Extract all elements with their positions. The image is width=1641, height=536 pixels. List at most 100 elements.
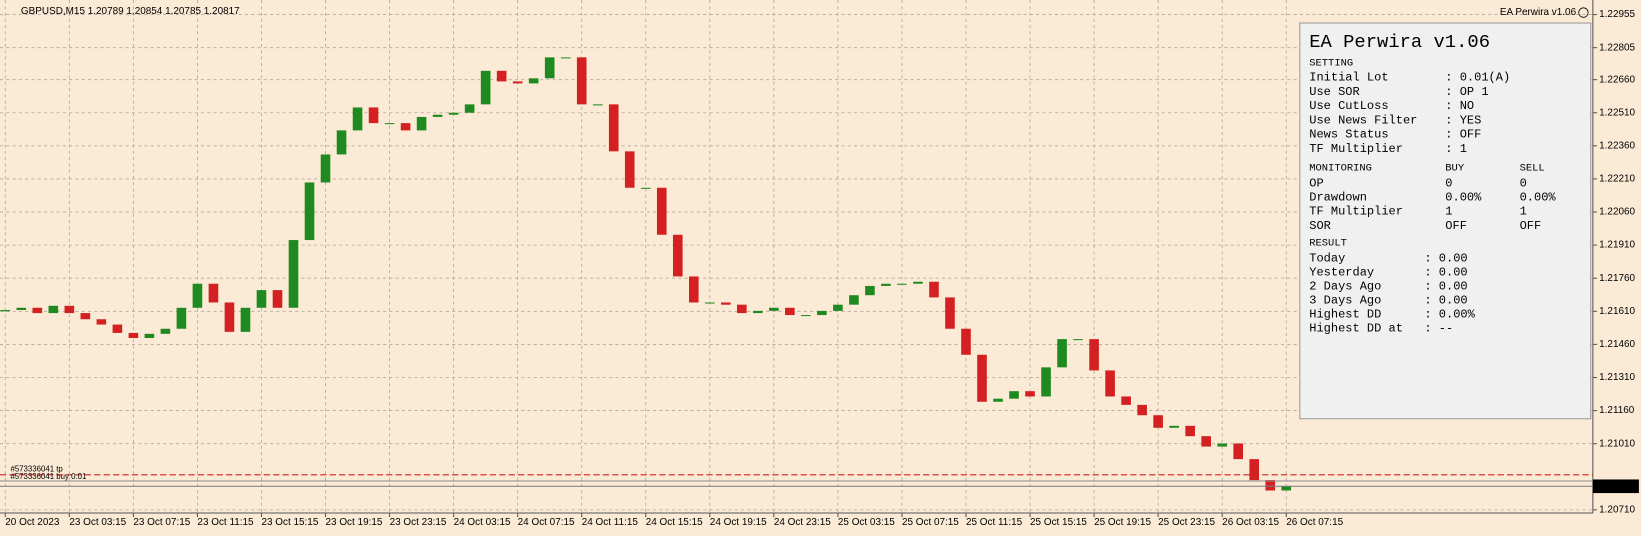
panel-cell: 2 Days Ago <box>1309 280 1381 294</box>
candle-body <box>977 354 987 402</box>
candle-body <box>512 81 523 84</box>
y-tick-label: 1.21010 <box>1599 438 1635 449</box>
x-tick-label: 23 Oct 19:15 <box>326 517 383 528</box>
candle-body <box>1169 425 1179 428</box>
candle-body <box>865 285 875 296</box>
candle-body <box>192 283 203 308</box>
candle-body <box>1281 486 1292 491</box>
candle-body <box>272 290 283 308</box>
x-tick-label: 25 Oct 15:15 <box>1030 517 1087 528</box>
x-tick-label: 25 Oct 23:15 <box>1158 517 1215 528</box>
candle-body <box>688 276 699 303</box>
candle-body <box>833 304 843 311</box>
candle-body <box>929 281 939 298</box>
x-tick-label: 23 Oct 15:15 <box>261 517 318 528</box>
panel-cell: Yesterday <box>1309 266 1374 280</box>
candle-body <box>368 107 379 124</box>
candle-body <box>1153 415 1163 428</box>
candle-body <box>608 104 619 152</box>
candle-body <box>544 57 555 79</box>
candle-body <box>961 328 971 355</box>
panel-cell: News Status <box>1309 128 1388 142</box>
candle-body <box>208 283 219 303</box>
panel-cell: TF Multiplier <box>1309 205 1403 219</box>
panel-cell: 0 <box>1445 176 1452 190</box>
y-tick-label: 1.21310 <box>1599 372 1635 383</box>
panel-cell: : -- <box>1424 321 1453 335</box>
ea-smiley <box>1578 7 1589 18</box>
ea-panel <box>1299 22 1592 420</box>
y-tick-label: 1.22210 <box>1599 174 1635 185</box>
x-tick-label: 25 Oct 19:15 <box>1094 517 1151 528</box>
candle-body <box>128 332 139 339</box>
candle-body <box>528 78 539 84</box>
candle-body <box>801 315 811 317</box>
candle-body <box>993 398 1003 402</box>
y-tick-label: 1.21910 <box>1599 240 1635 251</box>
candle-body <box>80 313 91 320</box>
x-tick-label: 24 Oct 15:15 <box>646 517 703 528</box>
candle-body <box>1025 391 1035 397</box>
panel-cell: TF Multiplier <box>1309 142 1403 156</box>
x-tick-label: 25 Oct 03:15 <box>838 517 895 528</box>
candle-body <box>160 328 171 334</box>
panel-cell: : 0.00 <box>1424 266 1467 280</box>
candle-body <box>1057 339 1067 368</box>
candle-body <box>1233 443 1243 460</box>
candle-body <box>560 57 571 59</box>
panel-cell: Use News Filter <box>1309 113 1417 127</box>
panel-cell: : 0.00 <box>1424 294 1467 308</box>
y-tick-label: 1.21160 <box>1599 405 1635 416</box>
candle-body <box>1201 436 1211 447</box>
panel-cell: 3 Days Ago <box>1309 294 1381 308</box>
panel-cell: OFF <box>1445 219 1467 233</box>
candle-body <box>1185 425 1195 437</box>
panel-cell: : NO <box>1445 99 1474 113</box>
panel-cell: : 0.01(A) <box>1445 71 1510 85</box>
x-tick-label: 24 Oct 19:15 <box>710 517 767 528</box>
x-tick-label: 26 Oct 07:15 <box>1286 517 1343 528</box>
candle-body <box>817 310 827 316</box>
candle-body <box>144 333 155 339</box>
panel-title: EA Perwira v1.06 <box>1309 31 1490 53</box>
panel-cell: SOR <box>1309 219 1331 233</box>
candle-body <box>849 295 859 305</box>
panel-heading: SELL <box>1520 162 1545 174</box>
candle-body <box>448 112 459 115</box>
y-tick-label: 1.22510 <box>1599 107 1635 118</box>
panel-cell: : YES <box>1445 113 1481 127</box>
x-tick-label: 23 Oct 07:15 <box>133 517 190 528</box>
y-tick-label: 1.22805 <box>1599 42 1635 53</box>
x-tick-label: 24 Oct 11:15 <box>582 517 639 528</box>
y-tick-label: 1.21460 <box>1599 339 1635 350</box>
candle-body <box>464 104 475 113</box>
x-tick-label: 23 Oct 23:15 <box>390 517 447 528</box>
y-tick-label: 1.20710 <box>1599 505 1635 516</box>
x-tick-label: 24 Oct 23:15 <box>774 517 831 528</box>
candle-body <box>1089 339 1099 371</box>
candle-body <box>416 116 427 131</box>
panel-cell: : OP 1 <box>1445 85 1488 99</box>
candle-body <box>64 305 75 314</box>
candle-body <box>624 151 635 188</box>
x-tick-label: 20 Oct 2023 <box>5 517 60 528</box>
candle-body <box>592 104 603 106</box>
panel-cell: 1 <box>1520 205 1527 219</box>
panel-cell: OFF <box>1520 219 1542 233</box>
x-tick-label: 23 Oct 03:15 <box>69 517 126 528</box>
candle-body <box>1137 404 1147 416</box>
candle-body <box>400 123 411 131</box>
candle-body <box>496 70 507 82</box>
candle-body <box>785 307 795 316</box>
panel-cell: 0.00% <box>1520 191 1557 205</box>
panel-cell: : 0.00% <box>1424 307 1475 321</box>
panel-cell: : OFF <box>1445 128 1481 142</box>
candle-body <box>256 290 267 308</box>
candle-body <box>945 297 955 329</box>
panel-heading: BUY <box>1445 162 1465 174</box>
y-tick-label: 1.21760 <box>1599 273 1635 284</box>
candle-body <box>352 107 363 131</box>
candle-body <box>112 324 123 333</box>
